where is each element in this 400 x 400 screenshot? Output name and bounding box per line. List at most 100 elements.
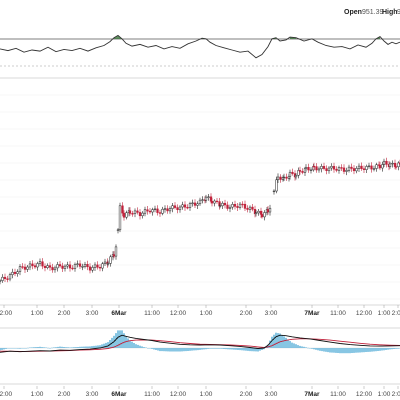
macd-histogram-bar xyxy=(65,347,67,348)
macd-histogram-bar xyxy=(147,348,149,349)
price-axis-time-label: 3:00 xyxy=(265,310,278,317)
macd-histogram-bar xyxy=(127,338,129,348)
price-axis-day-label: 7Mar xyxy=(304,310,320,317)
macd-histogram-bar xyxy=(319,348,321,351)
candlestick xyxy=(181,204,184,208)
macd-histogram-bar xyxy=(197,348,199,351)
candlestick xyxy=(360,165,363,169)
candlestick xyxy=(38,261,42,264)
macd-histogram-bar xyxy=(97,345,99,348)
candlestick xyxy=(287,175,291,179)
macd-histogram-bar xyxy=(313,348,315,350)
macd-histogram-bar xyxy=(187,348,189,351)
price-axis-time-label: 12:00 xyxy=(0,310,13,317)
candlestick xyxy=(355,168,358,172)
macd-histogram-bar xyxy=(251,348,253,352)
macd-histogram-bar xyxy=(175,348,177,352)
macd-histogram-bar xyxy=(213,348,215,349)
candlestick xyxy=(112,254,116,257)
candlestick xyxy=(88,266,92,271)
candlestick xyxy=(294,175,298,178)
macd-histogram-bar xyxy=(221,348,223,349)
macd-histogram-bar xyxy=(201,348,203,350)
macd-histogram-bar xyxy=(337,348,339,353)
candlestick xyxy=(63,265,67,269)
macd-histogram-bar xyxy=(179,348,181,352)
macd-histogram-bar xyxy=(369,348,371,352)
macd-histogram-bar xyxy=(167,348,169,352)
macd-line xyxy=(0,334,400,353)
macd-histogram-bar xyxy=(275,332,277,348)
macd-histogram-bar xyxy=(163,348,165,352)
macd-histogram-bar xyxy=(347,348,349,354)
price-axis-time-label: 12:00 xyxy=(356,310,373,317)
macd-histogram-bar xyxy=(83,346,85,348)
macd-histogram-bar xyxy=(105,342,107,348)
macd-histogram-bar xyxy=(299,345,301,348)
macd-axis-day-label: 7Mar xyxy=(304,391,320,398)
candlestick xyxy=(13,271,17,274)
candlestick xyxy=(78,263,82,267)
open-label: Open xyxy=(344,9,362,16)
candlestick xyxy=(98,267,102,269)
candlestick xyxy=(233,204,237,207)
candlestick xyxy=(171,205,174,209)
macd-histogram-bar xyxy=(391,348,393,350)
candlestick xyxy=(303,168,307,173)
price-axis-day-label: 6Mar xyxy=(111,310,127,317)
high-label: High xyxy=(382,9,398,16)
macd-histogram-bar xyxy=(393,348,395,349)
macd-histogram-bar xyxy=(329,348,331,353)
macd-axis-time-label: 12:00 xyxy=(356,391,373,398)
macd-histogram-bar xyxy=(217,348,219,349)
macd-histogram-bar xyxy=(191,348,193,351)
candlestick xyxy=(191,202,194,204)
candlestick xyxy=(307,167,310,171)
candlestick xyxy=(394,166,398,168)
macd-axis-time-label: 12:00 xyxy=(170,391,187,398)
macd-histogram-bar xyxy=(73,347,75,348)
macd-histogram-bar xyxy=(107,342,109,348)
open-value: 951.39 xyxy=(362,9,384,16)
macd-histogram-bar xyxy=(35,347,37,348)
macd-histogram-bar xyxy=(99,345,101,348)
candlestick xyxy=(309,169,313,171)
macd-axis-time-label: 3:00 xyxy=(86,391,99,398)
macd-histogram-bar xyxy=(23,348,25,349)
macd-histogram-bar xyxy=(1,348,3,350)
macd-histogram-bar xyxy=(241,348,243,351)
candlestick xyxy=(73,264,77,269)
candlestick xyxy=(161,208,164,214)
candlestick xyxy=(8,274,12,280)
macd-histogram-bar xyxy=(185,348,187,352)
candlestick xyxy=(116,229,120,231)
macd-histogram-bar xyxy=(39,346,41,348)
macd-axis-day-label: 6Mar xyxy=(111,391,127,398)
macd-histogram-bar xyxy=(349,348,351,354)
candlestick xyxy=(236,206,239,208)
candlestick xyxy=(31,263,34,266)
macd-axis-time-label: 2:00 xyxy=(240,391,253,398)
candlestick xyxy=(156,208,159,213)
candlestick xyxy=(238,203,242,208)
candlestick xyxy=(370,165,373,170)
macd-histogram-bar xyxy=(259,348,261,351)
macd-histogram-bar xyxy=(385,348,387,350)
candlestick xyxy=(148,210,152,213)
rsi-overbought-fill xyxy=(114,35,122,39)
macd-histogram-bar xyxy=(255,348,257,352)
macd-histogram-bar xyxy=(273,334,275,348)
candlestick xyxy=(16,271,19,274)
candlestick xyxy=(231,204,234,208)
macd-histogram-bar xyxy=(61,346,63,348)
candlestick xyxy=(58,264,62,267)
macd-histogram-bar xyxy=(243,348,245,351)
price-axis-time-label: 1:00 xyxy=(378,310,391,317)
candlestick xyxy=(125,212,128,218)
macd-histogram-bar xyxy=(159,348,161,352)
candlestick xyxy=(43,265,47,268)
macd-histogram-bar xyxy=(183,348,185,352)
candlestick xyxy=(218,205,222,207)
macd-histogram-bar xyxy=(317,348,319,351)
macd-histogram-bar xyxy=(301,346,303,348)
